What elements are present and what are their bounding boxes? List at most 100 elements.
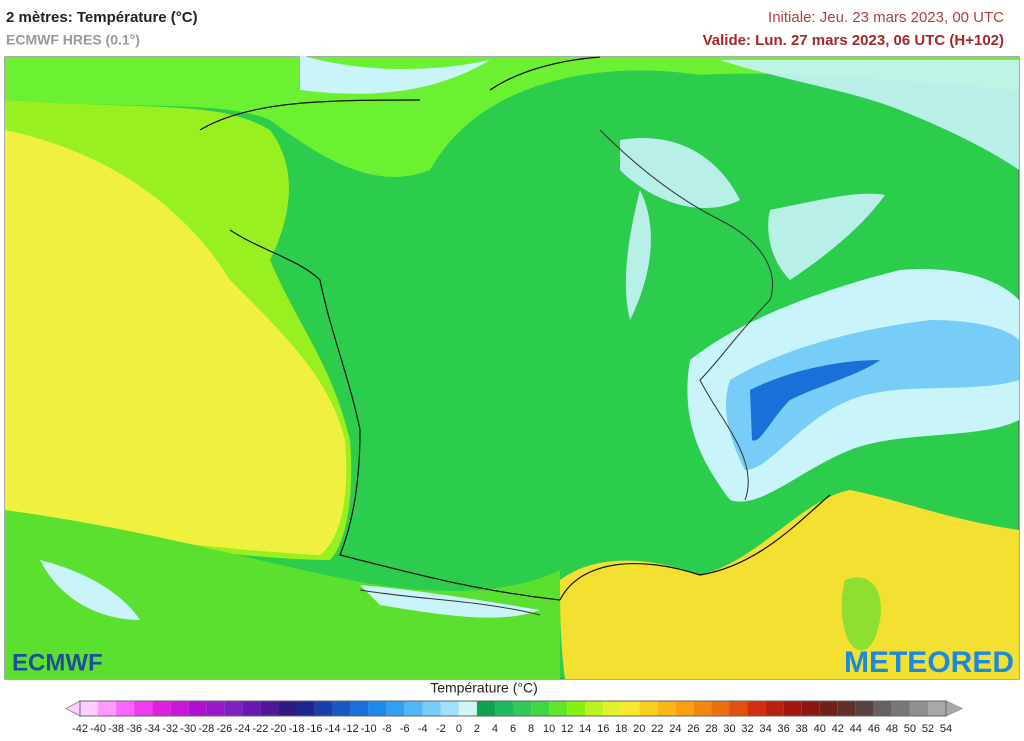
color-swatch [549,701,568,716]
tick-label: 4 [492,723,498,735]
meteored-logo: METEORED [844,646,1014,679]
color-swatch [927,701,946,716]
subtitle: ECMWF HRES (0.1°) [6,32,140,48]
color-swatch [531,701,550,716]
color-swatch [278,701,297,716]
color-swatch [350,701,369,716]
borders [359,129,774,616]
legend-title: Température (°C) [430,680,538,696]
tick-label: 34 [759,723,771,735]
color-swatch [368,701,387,716]
color-swatch [404,701,423,716]
tick-label: -16 [307,723,323,735]
tick-label: 38 [796,723,808,735]
color-swatch [693,701,712,716]
color-swatch [513,701,532,716]
color-swatch [332,701,351,716]
spain-zone [5,510,560,679]
tick-label: -18 [289,723,305,735]
tick-label: 0 [456,723,462,735]
tick-label: -8 [382,723,392,735]
color-swatch [819,701,838,716]
color-swatch [116,701,135,716]
atlantic-sea [5,130,347,555]
tick-label: -10 [361,723,377,735]
color-swatch [494,701,513,716]
tick-label: 46 [868,723,880,735]
arrow-high [945,700,964,717]
tick-label: -14 [325,723,341,735]
tick-label: 50 [904,723,916,735]
tick-label: 2 [474,723,480,735]
tick-label: 6 [510,723,516,735]
tick-label: -6 [400,723,410,735]
color-swatch [134,701,153,716]
tick-label: -38 [108,723,124,735]
init-time: Initiale: Jeu. 23 mars 2023, 00 UTC [768,9,1004,26]
color-swatch [260,701,279,716]
color-swatch [386,701,405,716]
north-zone [5,57,1019,177]
tick-label: 10 [543,723,555,735]
color-swatch [729,701,748,716]
tick-label: 24 [669,723,681,735]
colorbar: -42 -40 -38 -36 -34 -32 -30 -28 -26 -24 -22 -20 -18-… [64,700,964,735]
tick-label: 32 [741,723,753,735]
color-swatch [909,701,928,716]
color-swatch [711,701,730,716]
alps-peaks [750,360,880,441]
tick-label: -34 [144,723,160,735]
color-swatch [765,701,784,716]
ecmwf-logo: ECMWF [12,649,103,676]
color-swatch [98,701,117,716]
color-swatch [422,701,441,716]
tick-label: 20 [633,723,645,735]
color-swatch [314,701,333,716]
tick-label: 42 [832,723,844,735]
colorbar-frame [79,700,947,717]
corsica [841,577,881,651]
color-swatch [855,701,874,716]
color-swatch [801,701,820,716]
cold-patches [620,60,1019,320]
tick-label: -20 [271,723,287,735]
tick-label: 18 [615,723,627,735]
tick-label: -24 [234,723,250,735]
tick-label: 16 [597,723,609,735]
color-swatch [675,701,694,716]
tick-label: -2 [436,723,446,735]
color-swatch [152,701,171,716]
tick-label: 48 [886,723,898,735]
map [4,55,1020,680]
color-swatch [783,701,802,716]
tick-label: 44 [850,723,862,735]
color-swatch [242,701,261,716]
tick-label: 12 [561,723,573,735]
tick-label: -40 [90,723,106,735]
color-swatch [585,701,604,716]
tick-label: 14 [579,723,591,735]
arrow-low [64,700,81,717]
color-swatch [206,701,225,716]
color-swatch [837,701,856,716]
title: 2 mètres: Température (°C) [6,9,198,26]
tick-label: 36 [778,723,790,735]
tick-label: -22 [252,723,268,735]
tick-label: 28 [705,723,717,735]
color-swatch [891,701,910,716]
color-swatch [170,701,189,716]
tick-label: -28 [198,723,214,735]
tick-label: 54 [940,723,952,735]
color-swatch [621,701,640,716]
coastline [199,56,831,601]
color-swatch [296,701,315,716]
color-swatch [639,701,658,716]
tick-label: -36 [126,723,142,735]
tick-label: -32 [162,723,178,735]
color-swatch [224,701,243,716]
color-swatch [80,701,99,716]
mediterranean [560,490,1019,679]
color-swatch [476,701,495,716]
color-swatch [458,701,477,716]
